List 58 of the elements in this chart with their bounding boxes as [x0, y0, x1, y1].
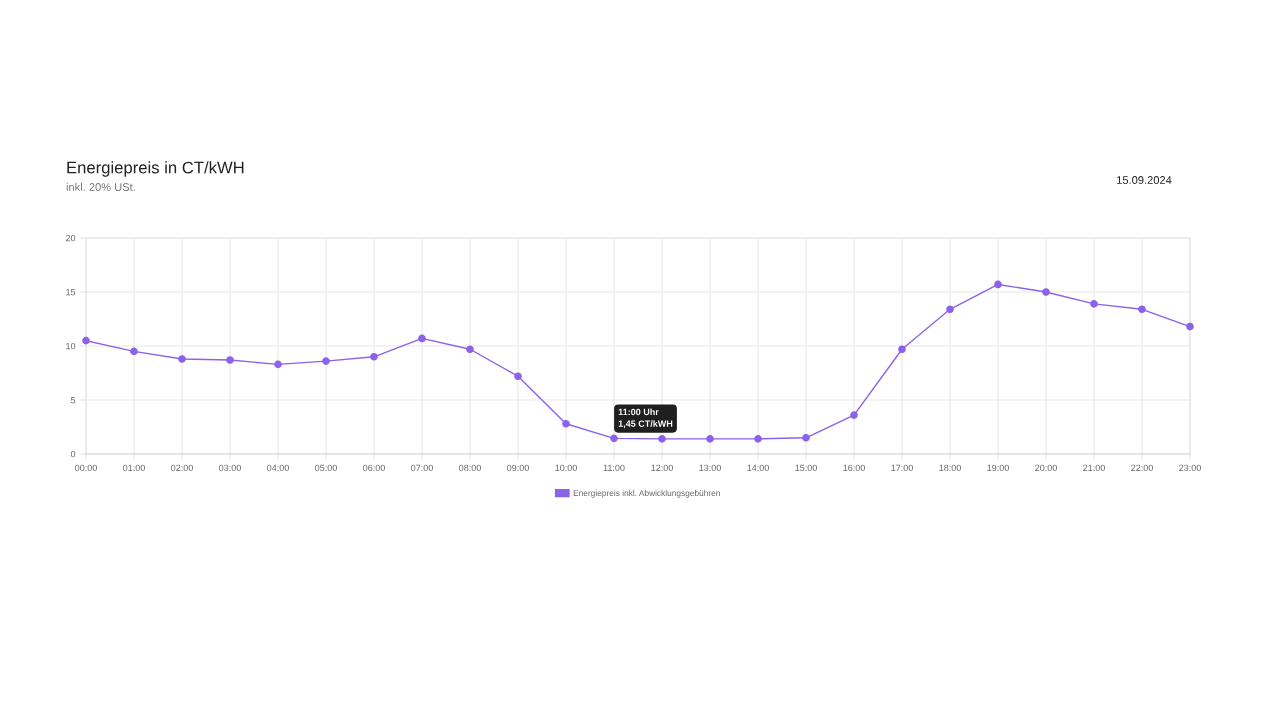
point: [466, 345, 474, 354]
x-tick-label: 13:00: [699, 464, 721, 472]
x-tick-label: 03:00: [219, 464, 241, 472]
point: [1090, 300, 1098, 308]
point: [130, 347, 138, 356]
x-tick-label: 22:00: [1131, 464, 1153, 472]
x-tick-label: 18:00: [939, 464, 961, 472]
point: [754, 435, 762, 443]
x-tick-label: 21:00: [1083, 464, 1105, 472]
x-tick-label: 05:00: [315, 464, 337, 472]
point: [1186, 322, 1194, 331]
point: [994, 280, 1002, 289]
point: [226, 356, 234, 364]
x-tick-label: 08:00: [459, 464, 481, 472]
x-tick-label: 04:00: [267, 464, 289, 472]
x-tick-label: 20:00: [1035, 464, 1057, 472]
point: [418, 334, 426, 343]
point: [562, 419, 570, 428]
x-tick-label: 02:00: [171, 464, 193, 472]
annotation: 11:00 Uhr 1,45 CT/kWH: [618, 408, 673, 429]
x-tick-label: 10:00: [555, 464, 577, 472]
point: [946, 305, 954, 314]
point: [802, 433, 810, 442]
x-tick-label: 00:00: [75, 464, 97, 472]
point: [1042, 288, 1050, 296]
x-tick-label: 15:00: [795, 464, 817, 472]
point: [274, 360, 282, 369]
x-tick-label: 23:00: [1179, 464, 1201, 472]
x-tick-label: 14:00: [747, 464, 769, 472]
point: [514, 372, 522, 381]
point: [322, 357, 330, 365]
y-tick-label: 15: [66, 289, 76, 296]
point: [658, 435, 666, 443]
point: [370, 352, 378, 361]
point: [706, 435, 714, 443]
x-tick-label: 19:00: [987, 464, 1009, 472]
point: [82, 336, 90, 345]
x-tick-label: 11:00: [603, 464, 625, 472]
chart-title: Energiepreis in CT/kWH: [67, 161, 244, 177]
chart-subtitle: inkl. 20% USt.: [66, 182, 135, 191]
y-tick-label: 10: [66, 342, 76, 350]
x-tick-label: 12:00: [651, 464, 673, 472]
x-tick-label: 07:00: [411, 464, 433, 472]
point: [1138, 305, 1146, 314]
y-tick-label: 20: [66, 234, 76, 242]
text: 15.09.2024: [1117, 176, 1172, 184]
x-tick-label: 16:00: [843, 464, 865, 472]
x-tick-label: 01:00: [123, 464, 145, 472]
point: [178, 355, 186, 363]
point: [850, 411, 858, 419]
x-tick-label: 09:00: [507, 464, 529, 472]
point: [898, 345, 906, 354]
y-tick-label: 5: [70, 397, 76, 404]
legend-label: Energiepreis inkl. Abwicklungsgebühren: [573, 489, 720, 498]
point: [610, 434, 618, 443]
x-tick-label: 17:00: [891, 464, 913, 472]
y-tick-label: 0: [70, 450, 76, 458]
x-tick-label: 06:00: [363, 464, 385, 472]
